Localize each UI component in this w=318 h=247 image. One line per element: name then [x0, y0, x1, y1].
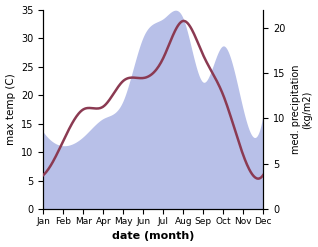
- X-axis label: date (month): date (month): [112, 231, 194, 242]
- Y-axis label: med. precipitation
(kg/m2): med. precipitation (kg/m2): [291, 65, 313, 154]
- Y-axis label: max temp (C): max temp (C): [5, 74, 16, 145]
